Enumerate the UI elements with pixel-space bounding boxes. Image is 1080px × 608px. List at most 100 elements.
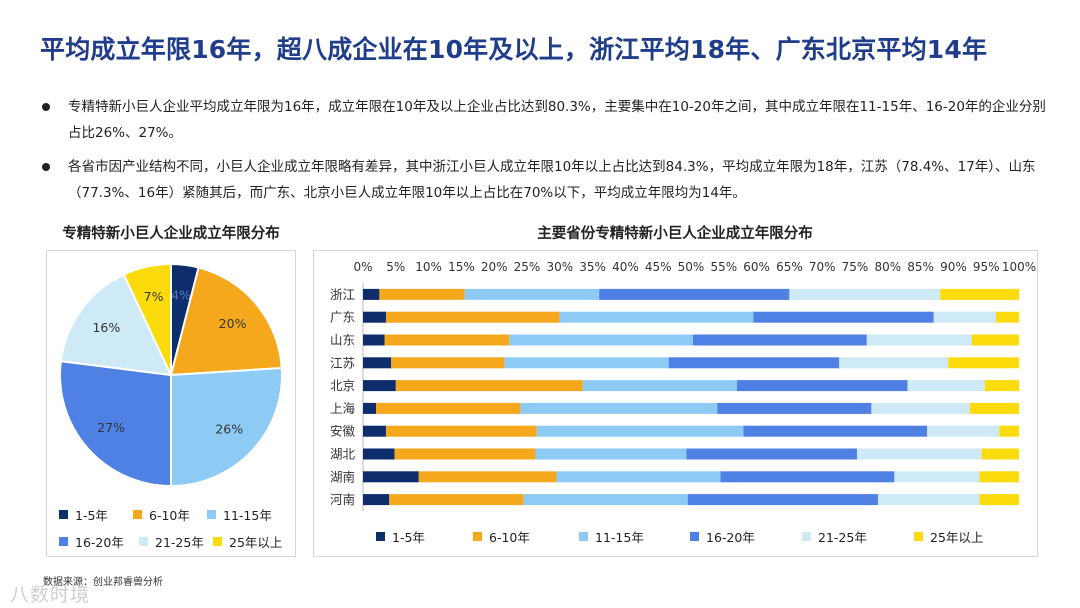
legend-item: 25年以上 — [213, 532, 289, 551]
bar-segment — [720, 471, 895, 483]
bullet-item: 各省市因产业结构不同，小巨人企业成立年限略有差异，其中浙江小巨人成立年限10年以… — [42, 154, 1052, 206]
bar-segment — [979, 494, 1019, 506]
bar-segment — [395, 380, 583, 392]
legend-swatch — [473, 532, 482, 541]
bar-chart-title: 主要省份专精特新小巨人企业成立年限分布 — [537, 226, 813, 242]
bar-segment — [385, 425, 537, 437]
bar-legend: 1-5年 6-10年 11-15年 16-20年 21-25年 25年以上 — [376, 527, 1026, 546]
x-tick-label: 5% — [386, 260, 405, 274]
x-tick-label: 75% — [842, 260, 869, 274]
y-tick-label: 山东 — [330, 333, 355, 348]
y-tick-label: 江苏 — [330, 355, 355, 370]
bullet-item: 专精特新小巨人企业平均成立年限为16年，成立年限在10年及以上企业占比达到80.… — [42, 94, 1052, 146]
bar-segment — [385, 311, 560, 323]
bar-segment — [363, 357, 392, 369]
watermark: 八数时境 — [10, 584, 91, 606]
pie-chart-title: 专精特新小巨人企业成立年限分布 — [62, 226, 280, 242]
pie-slice-label: 16% — [92, 320, 120, 335]
y-tick-label: 北京 — [330, 378, 355, 393]
bar-segment — [877, 494, 980, 506]
y-tick-label: 安徽 — [330, 424, 356, 439]
bar-segment — [379, 288, 465, 300]
x-tick-label: 35% — [579, 260, 606, 274]
pie-slice-label: 7% — [144, 289, 164, 304]
bar-segment — [981, 448, 1019, 460]
legend-item: 1-5年 — [376, 527, 473, 546]
bar-segment — [907, 380, 985, 392]
bar-segment — [363, 380, 396, 392]
legend-label: 6-10年 — [149, 508, 190, 523]
pie-slice — [122, 262, 172, 376]
bar-segment — [940, 288, 1019, 300]
legend-swatch — [133, 510, 142, 519]
y-tick-label: 广东 — [330, 310, 355, 325]
y-tick-label: 湖北 — [330, 447, 356, 462]
bar-segment — [871, 402, 970, 414]
bar-segment — [363, 448, 395, 460]
legend-item: 11-15年 — [579, 527, 690, 546]
x-tick-label: 80% — [874, 260, 901, 274]
x-tick-label: 55% — [710, 260, 737, 274]
bar-segment — [789, 288, 941, 300]
bar-segment — [686, 448, 857, 460]
bullet-dot-icon — [42, 163, 50, 171]
legend-swatch — [213, 537, 222, 546]
legend-label: 21-25年 — [155, 535, 204, 550]
legend-label: 6-10年 — [489, 530, 530, 545]
bar-segment — [933, 311, 997, 323]
bar-segment — [668, 357, 840, 369]
bar-segment — [363, 494, 390, 506]
legend-swatch — [139, 537, 148, 546]
pie-chart-panel: 4% 20% 26% 27% 16% 7% 1-5年 6-10年 11-15年 16-20… — [46, 250, 296, 557]
pie-slice — [170, 366, 283, 488]
bar-chart-panel: 0% 5% 10% 15% 20% 25% 30% 35% 40% 45% 50% 55% 60% 65%… — [313, 250, 1038, 557]
bar-segment — [509, 334, 693, 346]
bullet-text: 专精特新小巨人企业平均成立年限为16年，成立年限在10年及以上企业占比达到80.… — [68, 99, 1046, 141]
legend-label: 1-5年 — [392, 530, 425, 545]
bar-segment — [996, 311, 1019, 323]
legend-swatch — [59, 537, 68, 546]
legend-label: 11-15年 — [595, 530, 644, 545]
legend-swatch — [690, 532, 699, 541]
bar-segment — [894, 471, 980, 483]
x-tick-label: 15% — [448, 260, 475, 274]
legend-swatch — [376, 532, 385, 541]
bullet-dot-icon — [42, 103, 50, 111]
legend-item: 16-20年 — [59, 532, 139, 551]
legend-label: 16-20年 — [75, 535, 124, 550]
bar-segment — [384, 334, 510, 346]
x-tick-label: 10% — [415, 260, 442, 274]
bar-segment — [979, 471, 1019, 483]
bar-segment — [839, 357, 949, 369]
pie-slice — [59, 359, 172, 488]
bar-segment — [363, 311, 386, 323]
bar-segment — [984, 380, 1019, 392]
pie-slice-label: 20% — [219, 316, 247, 331]
legend-item: 21-25年 — [802, 527, 914, 546]
y-tick-label: 浙江 — [330, 287, 355, 302]
x-tick-label: 85% — [907, 260, 934, 274]
legend-swatch — [802, 532, 811, 541]
legend-swatch — [579, 532, 588, 541]
legend-label: 11-15年 — [223, 508, 272, 523]
pie-slice-label: 27% — [97, 420, 125, 435]
bar-segment — [363, 471, 419, 483]
bar-segment — [556, 471, 721, 483]
bar-segment — [376, 402, 521, 414]
x-tick-label: 20% — [481, 260, 508, 274]
legend-swatch — [59, 510, 68, 519]
bar-segment — [363, 402, 377, 414]
bar-segment — [753, 311, 934, 323]
bar-segment — [969, 402, 1019, 414]
legend-swatch — [207, 510, 216, 519]
pie-legend: 1-5年 6-10年 11-15年 16-20年 21-25年 25年以上 — [59, 505, 295, 551]
x-tick-label: 30% — [546, 260, 573, 274]
bar-segment — [948, 357, 1019, 369]
bar-segment — [927, 425, 1000, 437]
bar-segment — [389, 494, 524, 506]
bar-segment — [523, 494, 688, 506]
pie-slice-label: 26% — [215, 422, 243, 437]
bar-segment — [692, 334, 867, 346]
bar-segment — [559, 311, 754, 323]
bar-segment — [504, 357, 669, 369]
